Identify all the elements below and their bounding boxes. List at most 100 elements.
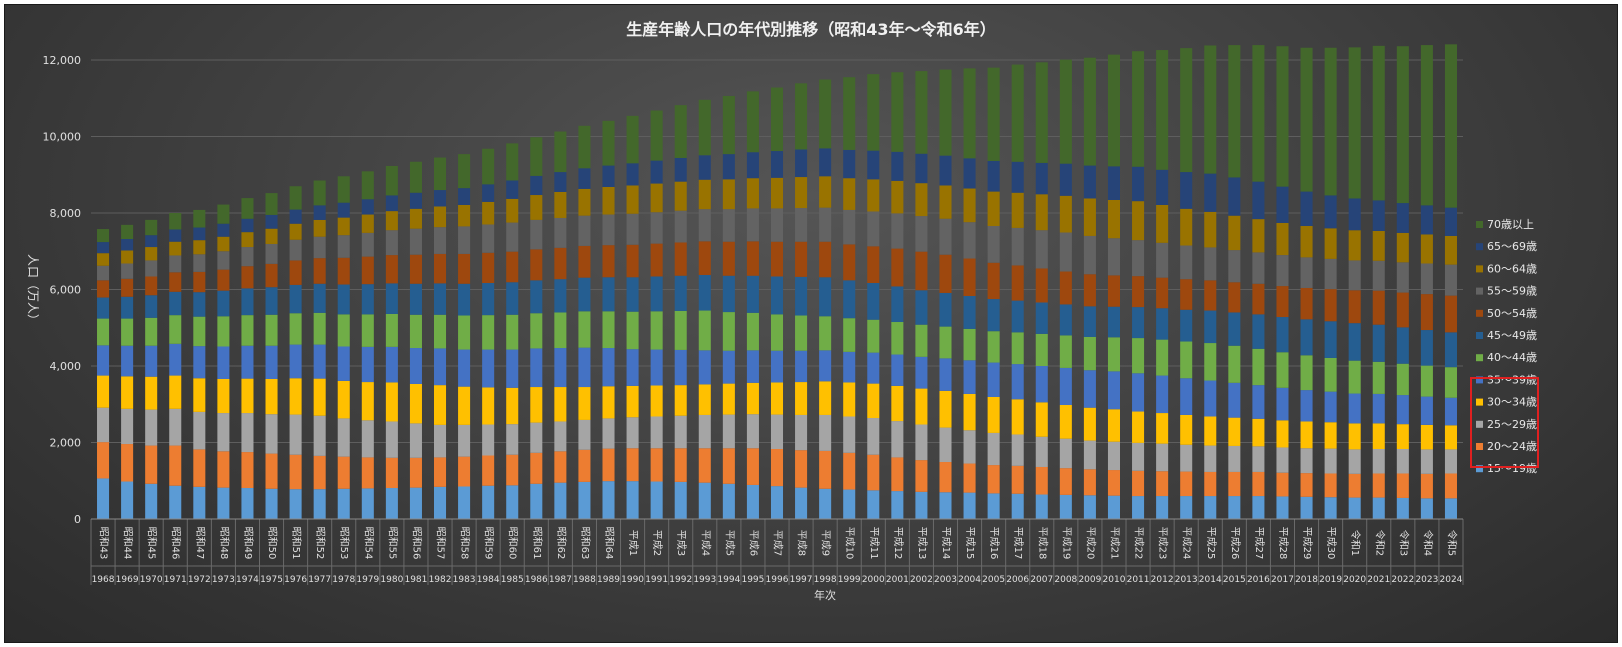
bar-segment: [578, 245, 591, 278]
bar-segment: [1059, 335, 1072, 368]
bar-segment: [1180, 208, 1193, 246]
bar-segment: [963, 258, 976, 297]
bar-segment: [1011, 161, 1024, 193]
bar-segment: [1204, 471, 1217, 497]
bar-segment: [1204, 310, 1217, 344]
bar-segment: [1156, 169, 1169, 205]
bar-segment: [939, 492, 952, 519]
bar-segment: [770, 208, 784, 242]
x-tick-label-year: 1989: [597, 575, 620, 585]
bar-segment: [746, 312, 759, 351]
x-tick-label-era: 平成10: [844, 527, 856, 560]
x-tick-label-era: 昭和43: [98, 527, 110, 560]
bar-segment: [1396, 497, 1409, 519]
bar-segment: [313, 489, 326, 519]
bar-segment: [770, 350, 784, 383]
bar-segment: [1180, 172, 1193, 209]
bar-segment: [482, 485, 495, 519]
legend-label: 55～59歳: [1487, 285, 1537, 298]
bar-segment: [1252, 348, 1265, 386]
bar-segment: [1300, 421, 1313, 449]
bar-segment: [770, 87, 784, 152]
bar-segment: [241, 198, 254, 219]
bar-segment: [722, 483, 735, 519]
bar-segment: [1107, 409, 1120, 442]
bar-segment: [770, 314, 784, 351]
bar-segment: [97, 375, 110, 408]
bar-segment: [265, 414, 278, 454]
bar-segment: [1276, 255, 1289, 287]
bar-segment: [121, 444, 134, 482]
bar-segment: [1132, 338, 1145, 374]
bar-segment: [626, 244, 639, 278]
bar-segment: [121, 250, 134, 264]
bar-segment: [650, 110, 663, 161]
bar-segment: [602, 214, 615, 246]
bar-segment: [458, 283, 471, 316]
bar-segment: [458, 386, 471, 425]
bar-segment: [361, 314, 374, 347]
bar-segment: [746, 275, 759, 313]
bar-segment: [1132, 51, 1145, 167]
bar-segment: [939, 185, 952, 219]
bar-segment: [1132, 411, 1145, 443]
bar-segment: [1324, 357, 1337, 392]
bar-segment: [939, 218, 952, 255]
bar-segment: [987, 465, 1000, 494]
bar-segment: [1420, 396, 1433, 425]
bar-segment: [746, 91, 759, 153]
bar-segment: [963, 296, 976, 329]
x-tick-label-year: 1981: [404, 575, 427, 585]
bar-segment: [843, 280, 856, 319]
bar-segment: [1180, 341, 1193, 379]
bar-segment: [746, 414, 759, 449]
bar-segment: [506, 180, 519, 199]
x-tick-label-era: 平成13: [916, 527, 928, 560]
bar-segment: [145, 409, 158, 446]
bar-segment: [1132, 470, 1145, 497]
bar-segment: [987, 67, 1000, 161]
bar-segment: [241, 413, 254, 453]
bar-segment: [1180, 279, 1193, 310]
bar-segment: [1156, 413, 1169, 444]
bar-segment: [1011, 64, 1024, 162]
x-tick-label-era: 昭和49: [242, 527, 254, 560]
bar-segment: [770, 414, 784, 450]
x-tick-label-era: 令和1: [1349, 530, 1362, 556]
bar-segment: [722, 95, 735, 155]
bar-segment: [458, 486, 471, 519]
bar-segment: [915, 324, 928, 357]
bar-segment: [241, 345, 254, 379]
bar-segment: [867, 418, 880, 455]
bar-segment: [843, 318, 856, 352]
bar-segment: [1180, 444, 1193, 472]
bar-segment: [1156, 443, 1169, 472]
bar-segment: [554, 421, 567, 452]
bar-segment: [987, 226, 1000, 263]
bar-segment: [313, 236, 326, 259]
bar-segment: [409, 208, 422, 229]
bar-segment: [434, 253, 447, 284]
x-tick-label-year: 2009: [1078, 575, 1101, 585]
bar-segment: [361, 171, 374, 200]
bar-segment: [1276, 186, 1289, 223]
bar-segment: [602, 448, 615, 482]
bar-segment: [169, 315, 182, 344]
bar-segment: [385, 283, 398, 314]
bar-segment: [1156, 375, 1169, 414]
x-tick-label-year: 1986: [525, 575, 548, 585]
bar-segment: [674, 481, 687, 519]
bar-segment: [795, 208, 808, 242]
bar-segment: [963, 222, 976, 259]
bar-segment: [434, 348, 447, 386]
x-tick-label-year: 2000: [862, 575, 885, 585]
bar-segment: [891, 491, 904, 519]
bar-segment: [169, 241, 182, 256]
bar-segment: [1180, 378, 1193, 415]
x-tick-label-year: 2006: [1006, 575, 1029, 585]
bar-segment: [506, 485, 519, 519]
bar-segment: [482, 315, 495, 350]
bar-segment: [97, 297, 110, 319]
bar-segment: [385, 457, 398, 489]
bar-segment: [241, 218, 254, 233]
